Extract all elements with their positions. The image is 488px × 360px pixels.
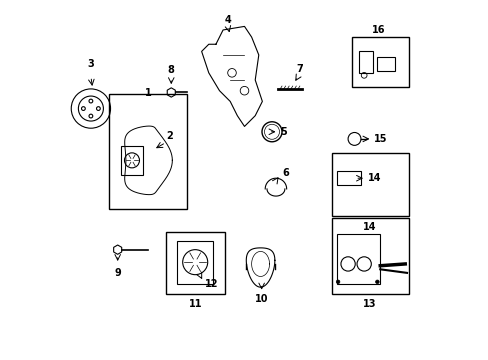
Text: 4: 4 bbox=[224, 15, 231, 24]
Text: 15: 15 bbox=[373, 134, 386, 144]
Bar bbox=[165, 232, 224, 294]
Text: 13: 13 bbox=[362, 298, 375, 309]
Bar bbox=[351, 37, 408, 87]
Text: 9: 9 bbox=[114, 267, 121, 278]
Circle shape bbox=[375, 280, 378, 284]
Text: 14: 14 bbox=[362, 222, 375, 232]
Bar bbox=[337, 234, 380, 284]
Bar bbox=[358, 51, 372, 73]
Circle shape bbox=[336, 280, 339, 284]
Text: 2: 2 bbox=[166, 131, 172, 141]
Text: 7: 7 bbox=[296, 64, 303, 73]
Text: 12: 12 bbox=[205, 279, 218, 289]
Text: 6: 6 bbox=[282, 168, 288, 178]
Text: 10: 10 bbox=[254, 294, 268, 304]
Bar bbox=[177, 241, 213, 284]
Bar bbox=[121, 146, 142, 175]
Text: 14: 14 bbox=[367, 173, 381, 183]
Bar bbox=[331, 217, 408, 294]
Bar bbox=[331, 153, 408, 216]
Text: 11: 11 bbox=[188, 298, 202, 309]
Text: 8: 8 bbox=[167, 64, 174, 75]
Text: 16: 16 bbox=[371, 25, 385, 35]
Bar bbox=[376, 57, 394, 71]
Text: 3: 3 bbox=[87, 59, 94, 69]
Bar bbox=[108, 94, 187, 208]
Text: 1: 1 bbox=[144, 88, 151, 98]
Bar bbox=[337, 171, 360, 185]
Text: 5: 5 bbox=[280, 127, 286, 137]
